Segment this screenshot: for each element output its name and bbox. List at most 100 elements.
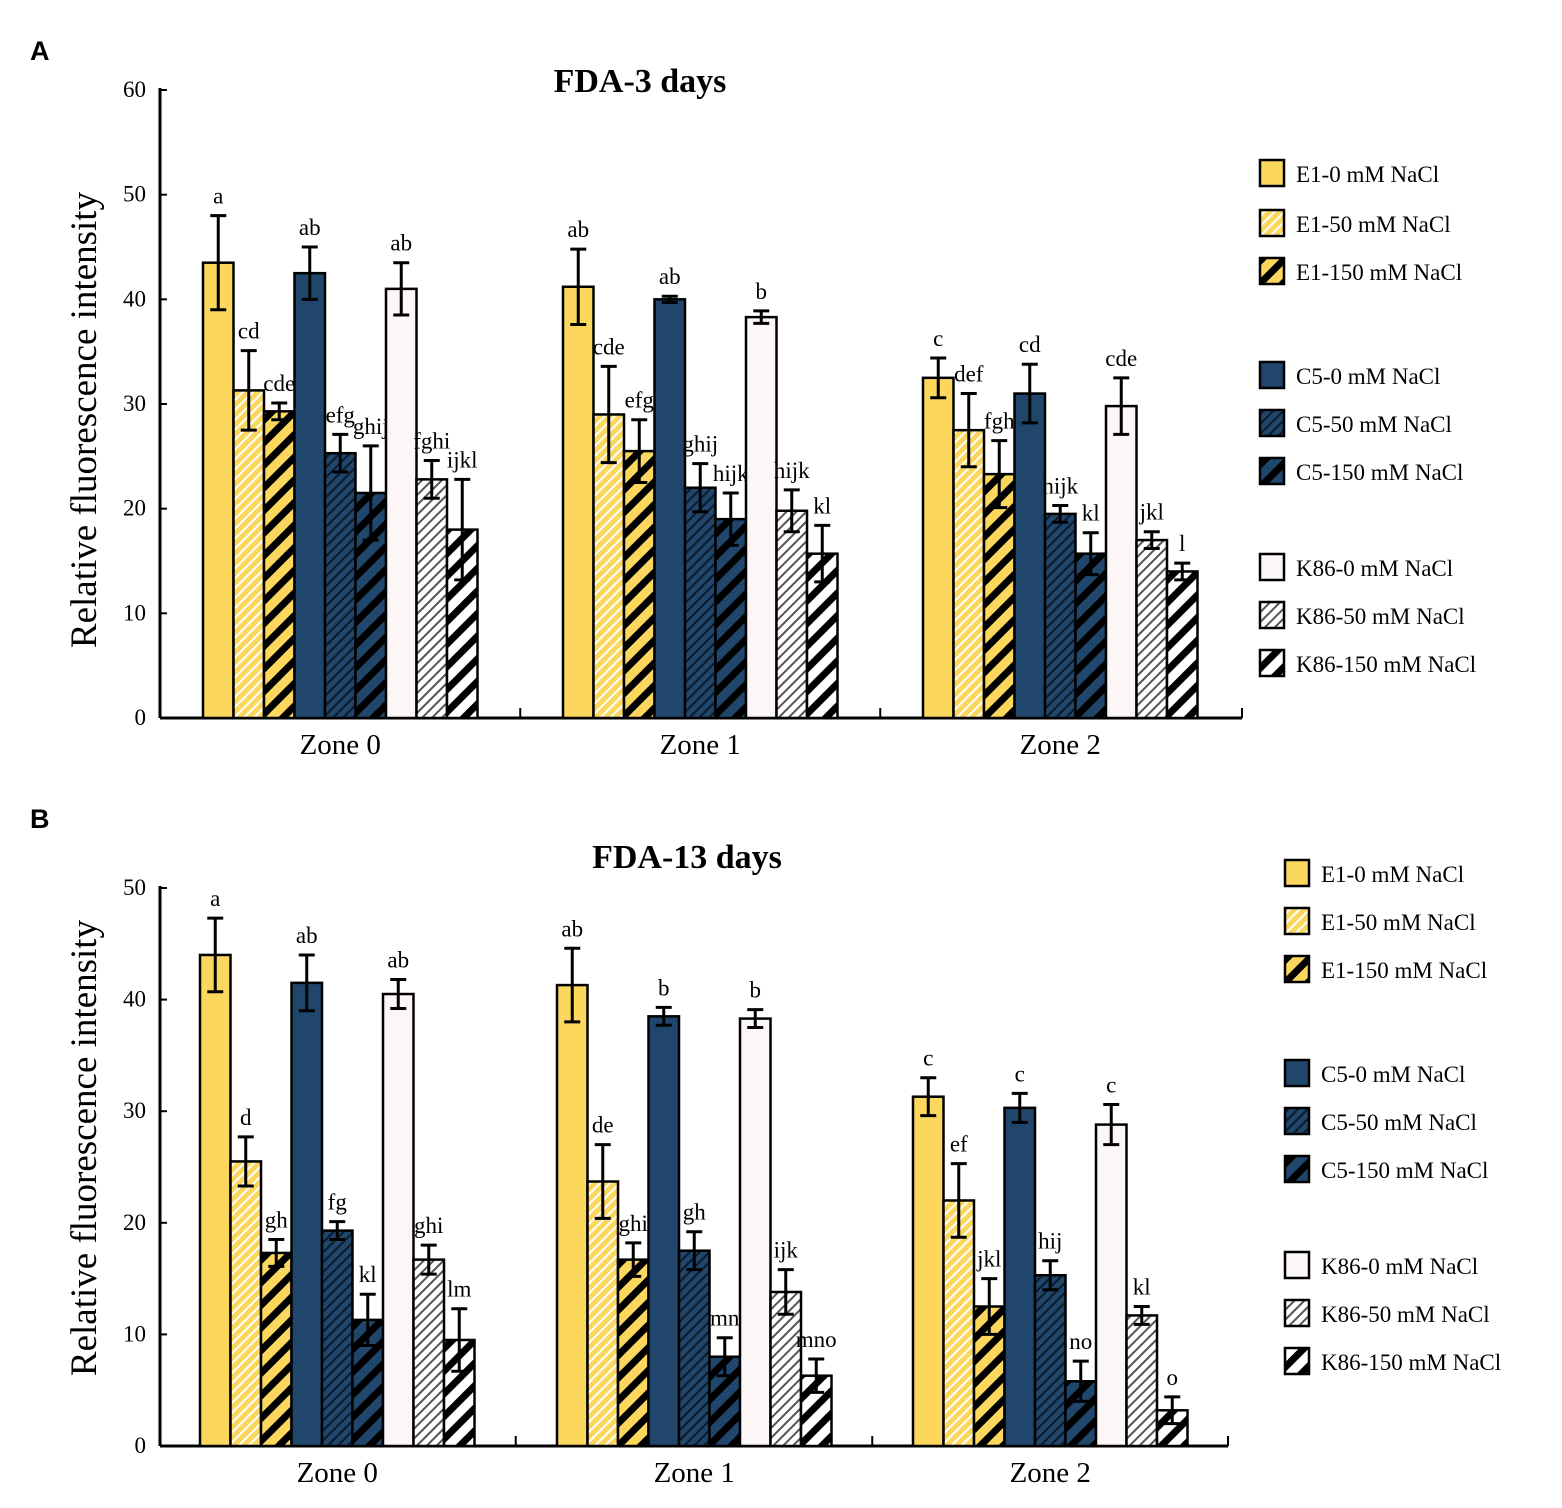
panel-b-bar — [1033, 1274, 1067, 1448]
panel-b-plot: 0 10 20 30 40 50 Zone 0 Zone 1 Zone 2 a ab c d de ef gh… — [123, 875, 1229, 1489]
panel-a-bar — [445, 528, 479, 720]
panel-a-ytick-label: 10 — [123, 600, 146, 625]
panel-a-legend-swatch — [1258, 256, 1286, 286]
panel-a-legend-entry: K86-150 mM NaCl — [1296, 652, 1476, 677]
panel-a-legend-swatch — [1258, 158, 1286, 188]
panel-a-bar — [714, 517, 748, 720]
panel-a-legend-entry: K86-0 mM NaCl — [1296, 556, 1453, 581]
panel-b-legend-swatch — [1283, 1298, 1311, 1328]
panel-a-bar — [921, 376, 955, 720]
panel-a-bar — [293, 271, 327, 720]
panel-b-legend-swatch — [1283, 1106, 1311, 1136]
panel-a-legend-entry: E1-0 mM NaCl — [1296, 162, 1439, 187]
panel-a-significance-letter: hijk — [774, 458, 810, 483]
panel-a-legend-swatch — [1258, 648, 1286, 678]
panel-b-bar — [412, 1258, 446, 1448]
panel-b-significance-letter: gh — [265, 1208, 289, 1233]
panel-a-significance-letter: kl — [1082, 501, 1100, 526]
panel-b-significance-letter: o — [1167, 1365, 1179, 1390]
panel-a-significance-letter: fghi — [413, 429, 450, 454]
panel-a-significance-letter: l — [1179, 531, 1185, 556]
panel-a-ytick-label: 60 — [123, 77, 146, 102]
panel-b-significance-letter: ghi — [414, 1213, 443, 1238]
panel-b-legend-swatch — [1283, 1346, 1311, 1376]
panel-b-bar — [1003, 1106, 1037, 1448]
panel-b-bar — [290, 981, 324, 1448]
panel-a-bar — [1104, 404, 1138, 720]
panel-b-ytick-label: 50 — [123, 875, 146, 900]
panel-a-ylabel: Relative fluorescence intensity — [64, 191, 105, 648]
panel-b-significance-letter: a — [210, 886, 220, 911]
panel-a-bar — [1165, 570, 1199, 720]
panel-a-ytick-label: 50 — [123, 182, 146, 207]
panel-a-legend-swatch — [1258, 208, 1286, 238]
panel-b-label: B — [30, 804, 50, 834]
panel-a-bar — [561, 285, 595, 720]
panel-a-legend: E1-0 mM NaCl E1-50 mM NaCl E1-150 mM NaCl C… — [1258, 158, 1476, 678]
panel-a-legend-entry: E1-50 mM NaCl — [1296, 212, 1451, 237]
panel-a-significance-letter: hijk — [713, 461, 749, 486]
panel-a-bar — [415, 478, 449, 720]
panel-a-significance-letter: ab — [567, 217, 589, 242]
panel-a-significance-letter: cde — [1105, 346, 1137, 371]
panel-a-ytick-label: 40 — [123, 286, 146, 311]
panel-a-legend-swatch — [1258, 600, 1286, 630]
panel-a-significance-letter: cde — [263, 371, 295, 396]
panel-b-significance-letter: mn — [710, 1306, 740, 1331]
panel-a-significance-letter: hijk — [1042, 474, 1078, 499]
panel-a-label: A — [30, 36, 50, 66]
panel-b-significance-letter: hij — [1038, 1229, 1062, 1254]
panel-b-bar — [586, 1180, 620, 1448]
panel-b-legend-swatch — [1283, 858, 1311, 888]
panel-b-significance-letter: no — [1069, 1329, 1092, 1354]
panel-a-legend-swatch — [1258, 408, 1286, 438]
panel-a-bar — [653, 298, 687, 720]
panel-b-bar — [911, 1095, 945, 1448]
panel-b-significance-letter: mno — [796, 1327, 837, 1352]
panel-a-legend-entry: C5-0 mM NaCl — [1296, 364, 1440, 389]
panel-b-bar — [616, 1258, 650, 1448]
panel-b-ylabel: Relative fluorescence intensity — [64, 919, 105, 1376]
panel-a-ytick-label: 30 — [123, 391, 146, 416]
panel-b-legend-entry: E1-150 mM NaCl — [1321, 958, 1487, 983]
panel-b-significance-letter: ijk — [774, 1238, 799, 1263]
panel-b-bar — [738, 1017, 772, 1448]
panel-b-legend-entry: E1-0 mM NaCl — [1321, 862, 1464, 887]
panel-a-bar — [622, 449, 656, 720]
panel-a-bar — [775, 509, 809, 720]
panel-a-xtick-label: Zone 1 — [660, 729, 741, 761]
panel-a-significance-letter: def — [954, 362, 984, 387]
panel-b-significance-letter: gh — [683, 1200, 707, 1225]
panel-b-xtick-label: Zone 2 — [1010, 1457, 1091, 1489]
panel-a-significance-letter: c — [933, 326, 943, 351]
panel-b-legend-swatch — [1283, 1154, 1311, 1184]
panel-b-ytick-label: 30 — [123, 1098, 146, 1123]
panel-b-bar — [647, 1015, 681, 1448]
panel-a-significance-letter: ab — [299, 215, 321, 240]
panel-b-bar — [259, 1251, 293, 1448]
panel-a-significance-letter: a — [213, 184, 223, 209]
panel-a-bar — [683, 486, 717, 720]
panel-b-xtick-label: Zone 1 — [654, 1457, 735, 1489]
panel-a-significance-letter: ghij — [353, 414, 389, 439]
panel-a-bar — [1043, 512, 1077, 720]
panel-a-bar — [201, 261, 235, 720]
panel-b-bar — [555, 983, 589, 1448]
panel-b-ytick-label: 40 — [123, 987, 146, 1012]
panel-a-legend-swatch — [1258, 360, 1286, 390]
panel-b-significance-letter: ab — [387, 948, 409, 973]
panel-a-significance-letter: cd — [238, 319, 260, 344]
panel-b-significance-letter: c — [923, 1046, 933, 1071]
panel-b-bar — [1125, 1314, 1159, 1448]
panel-b-significance-letter: kl — [359, 1262, 377, 1287]
panel-b-significance-letter: d — [240, 1105, 252, 1130]
panel-a-title: FDA-3 days — [554, 63, 727, 100]
panel-a-significance-letter: cd — [1019, 332, 1041, 357]
panel-b-legend-swatch — [1283, 1058, 1311, 1088]
panel-a-legend-entry: K86-50 mM NaCl — [1296, 604, 1465, 629]
panel-a-significance-letter: ab — [659, 264, 681, 289]
panel-b-significance-letter: ab — [561, 916, 583, 941]
panel-b-legend: E1-0 mM NaCl E1-50 mM NaCl E1-150 mM NaCl C… — [1283, 858, 1501, 1376]
panel-b-significance-letter: ab — [296, 923, 318, 948]
